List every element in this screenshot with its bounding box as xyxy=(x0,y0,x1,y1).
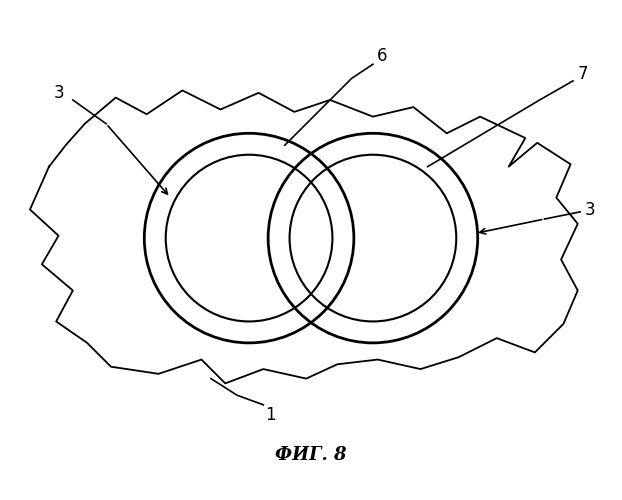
Text: 3: 3 xyxy=(53,84,64,102)
Text: ФИГ. 8: ФИГ. 8 xyxy=(276,446,346,464)
Text: 1: 1 xyxy=(265,406,276,424)
Text: 3: 3 xyxy=(584,200,595,218)
Text: 6: 6 xyxy=(377,47,388,65)
Text: 7: 7 xyxy=(577,65,588,83)
